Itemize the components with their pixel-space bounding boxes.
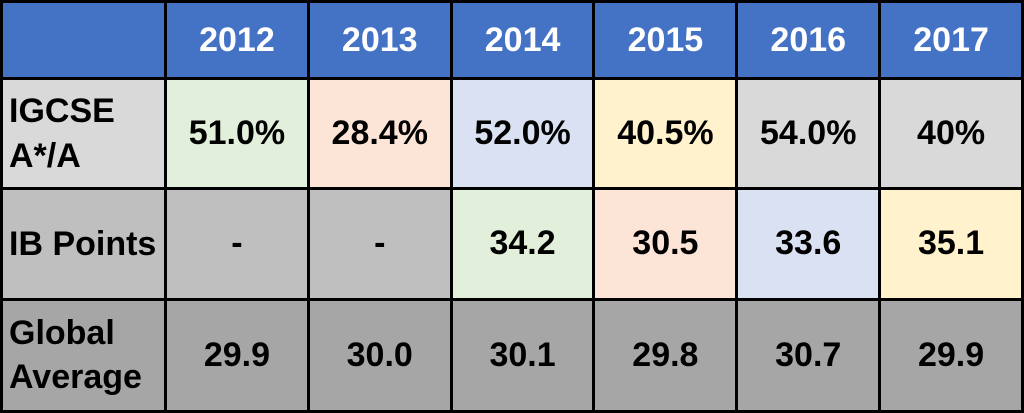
- row-label: IGCSE A*/A: [0, 76, 167, 191]
- cell: 29.9: [164, 297, 310, 413]
- row-label: Global Average: [0, 297, 167, 413]
- cell: -: [306, 187, 453, 301]
- cell: 54.0%: [735, 76, 882, 191]
- cell: 28.4%: [306, 76, 453, 191]
- row: Global Average 29.9 30.0 30.1 29.8 30.7 …: [0, 297, 1024, 413]
- cell: 30.7: [735, 297, 882, 413]
- row: IB Points - - 34.2 30.5 33.6 35.1: [0, 187, 1024, 301]
- year-header: 2012: [164, 0, 310, 80]
- header-row: 2012 2013 2014 2015 2016 2017: [0, 0, 1024, 80]
- cell: 30.5: [592, 187, 739, 301]
- cell: 52.0%: [449, 76, 596, 191]
- cell: 34.2: [449, 187, 596, 301]
- year-header: 2015: [592, 0, 739, 80]
- cell: 29.9: [878, 297, 1024, 413]
- cell: 35.1: [878, 187, 1024, 301]
- cell: -: [164, 187, 310, 301]
- year-header: 2014: [449, 0, 596, 80]
- cell: 30.1: [449, 297, 596, 413]
- year-header: 2016: [735, 0, 882, 80]
- year-header: 2013: [306, 0, 453, 80]
- cell: 33.6: [735, 187, 882, 301]
- row-label: IB Points: [0, 187, 167, 301]
- cell: 29.8: [592, 297, 739, 413]
- year-header: 2017: [878, 0, 1024, 80]
- cell: 40.5%: [592, 76, 739, 191]
- cell: 40%: [878, 76, 1024, 191]
- cell: 51.0%: [164, 76, 310, 191]
- corner-cell: [0, 0, 167, 80]
- cell: 30.0: [306, 297, 453, 413]
- row: IGCSE A*/A 51.0% 28.4% 52.0% 40.5% 54.0%…: [0, 76, 1024, 191]
